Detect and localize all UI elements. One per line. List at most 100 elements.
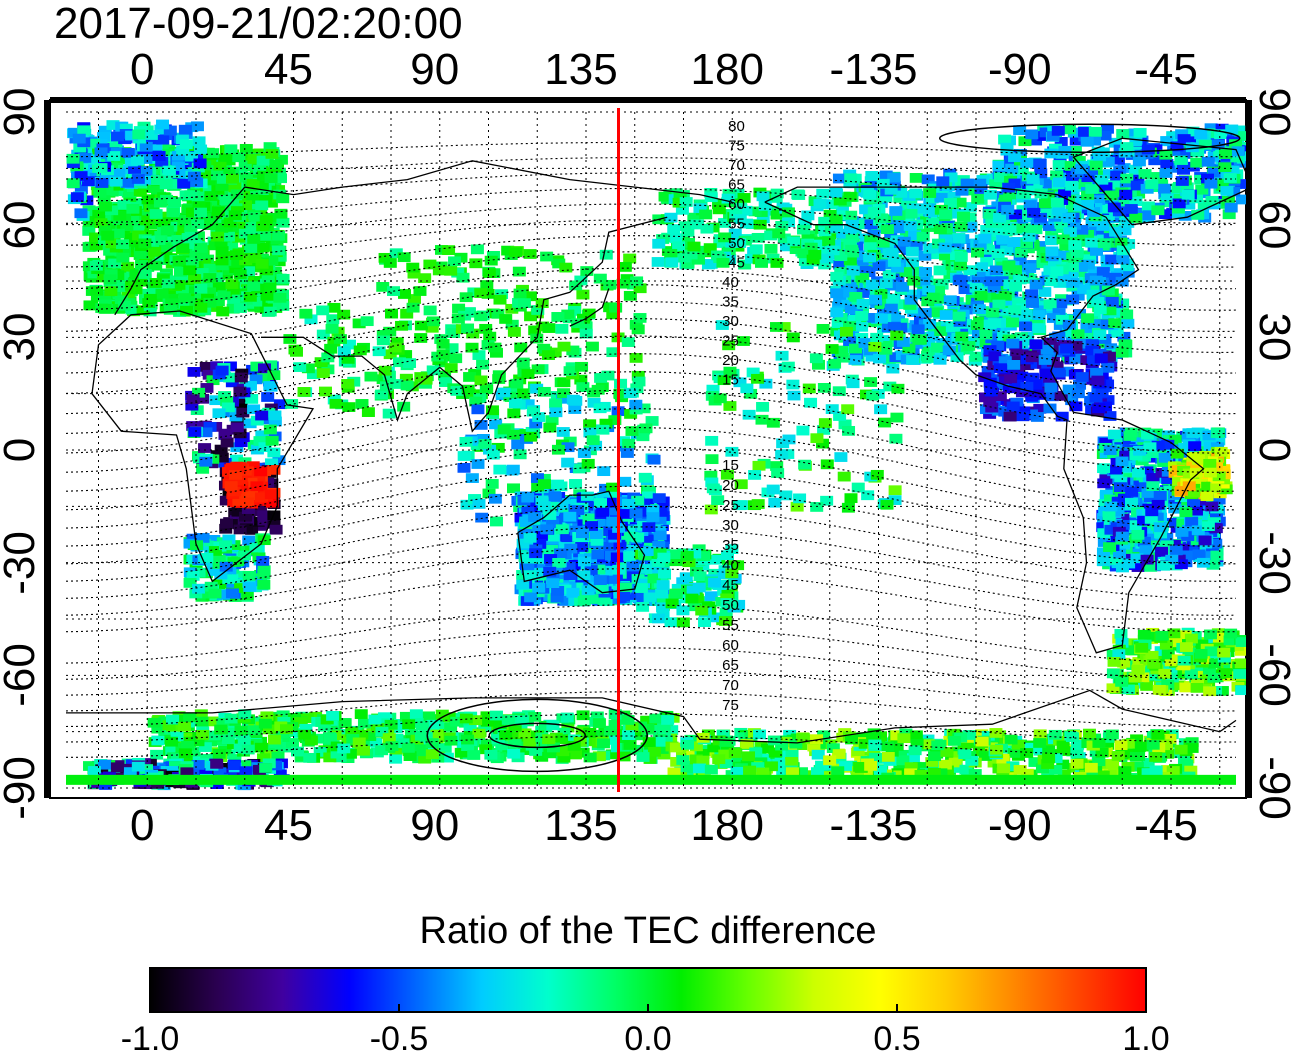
tec-cell (233, 524, 247, 535)
tec-cell (94, 147, 108, 158)
tec-cell (893, 192, 907, 203)
tec-cell (125, 215, 139, 226)
tec-cell (156, 119, 170, 130)
tec-cell (499, 314, 513, 324)
tec-cell (925, 193, 939, 204)
tec-cell (960, 178, 974, 189)
tec-cell (173, 266, 187, 277)
tec-cell (1085, 184, 1099, 194)
tec-cell (590, 536, 604, 546)
tec-cell (1058, 145, 1072, 156)
tec-cell (1151, 172, 1165, 182)
tec-cell (241, 497, 255, 508)
tec-cell (594, 498, 608, 508)
tec-cell (1045, 246, 1059, 257)
tec-cell (1234, 131, 1246, 141)
tec-cell (1224, 202, 1238, 213)
tec-cell (603, 541, 617, 552)
tec-cell (220, 396, 234, 407)
tec-cell (1231, 146, 1245, 157)
tec-cell (548, 347, 562, 358)
tec-cell (581, 458, 595, 469)
tec-cell (1097, 537, 1111, 547)
tec-cell (1001, 210, 1015, 220)
tec-cell (1027, 207, 1041, 218)
tec-cell (524, 592, 538, 603)
tec-cell (121, 147, 135, 158)
tec-cell (225, 574, 239, 585)
tec-cell (844, 173, 858, 184)
tec-cell (1029, 135, 1043, 146)
tec-cell (146, 199, 160, 210)
tec-cell (241, 504, 255, 514)
tec-cell (979, 329, 993, 340)
tec-cell (143, 293, 157, 304)
tec-cell (962, 341, 976, 351)
tec-cell (131, 174, 145, 184)
tec-cell (136, 305, 150, 316)
tec-cell (111, 131, 125, 142)
tec-cell (831, 318, 845, 328)
tec-cell (682, 557, 696, 568)
tec-cell (493, 464, 507, 475)
tec-cell (1046, 131, 1060, 141)
tec-cell (945, 322, 959, 333)
tec-cell (1151, 205, 1165, 216)
tec-cell (582, 514, 596, 525)
tec-cell (830, 288, 844, 299)
tec-cell (94, 218, 108, 229)
tec-cell (105, 238, 119, 249)
tec-cell (916, 231, 930, 242)
tec-cell (482, 488, 496, 499)
tec-cell (1106, 179, 1120, 190)
tec-cell (1021, 360, 1035, 371)
tec-cell (196, 533, 210, 543)
tec-cell (1221, 195, 1235, 206)
tec-cell (1075, 224, 1089, 235)
tec-cell (245, 394, 259, 404)
tec-cell (669, 589, 683, 599)
tec-cell (974, 184, 988, 194)
tec-cell (255, 200, 269, 211)
tec-cell (1062, 327, 1076, 338)
tec-cell (258, 442, 272, 453)
tec-cell (1071, 388, 1085, 399)
tec-cell (203, 184, 217, 195)
tec-cell (1181, 189, 1195, 200)
tec-cell (128, 164, 142, 174)
tec-cell (849, 292, 863, 302)
tec-cell (597, 492, 611, 503)
tec-cell (1129, 164, 1143, 175)
tec-cell (254, 205, 268, 216)
tec-cell (239, 200, 253, 211)
tec-cell (1043, 265, 1057, 276)
tec-cell (987, 318, 1001, 328)
tec-cell (179, 214, 193, 225)
tec-cell (1045, 251, 1059, 262)
tec-cell (989, 179, 1003, 190)
tec-cell (139, 141, 153, 152)
tec-cell (1101, 285, 1115, 296)
tec-cell (407, 294, 421, 304)
tec-cell (906, 355, 920, 365)
tec-cell (134, 276, 148, 287)
tec-cell (886, 337, 900, 348)
tec-cell (945, 203, 959, 214)
tec-cell (911, 324, 925, 335)
tec-cell (217, 290, 231, 301)
tec-cell (96, 272, 110, 283)
tec-cell (112, 168, 126, 179)
tec-cell (963, 222, 977, 233)
tec-cell (1006, 317, 1020, 328)
tec-cell (199, 456, 213, 467)
tec-cell (1069, 353, 1083, 364)
tec-cell (399, 373, 413, 384)
map-left-bar (44, 100, 50, 798)
tec-cell (1108, 272, 1122, 283)
tec-cell (268, 416, 282, 427)
tec-cell (1182, 524, 1196, 535)
tec-cell (1145, 179, 1159, 189)
tec-cell (1141, 144, 1155, 155)
tec-cell (426, 365, 440, 376)
tec-cell (1044, 382, 1058, 393)
